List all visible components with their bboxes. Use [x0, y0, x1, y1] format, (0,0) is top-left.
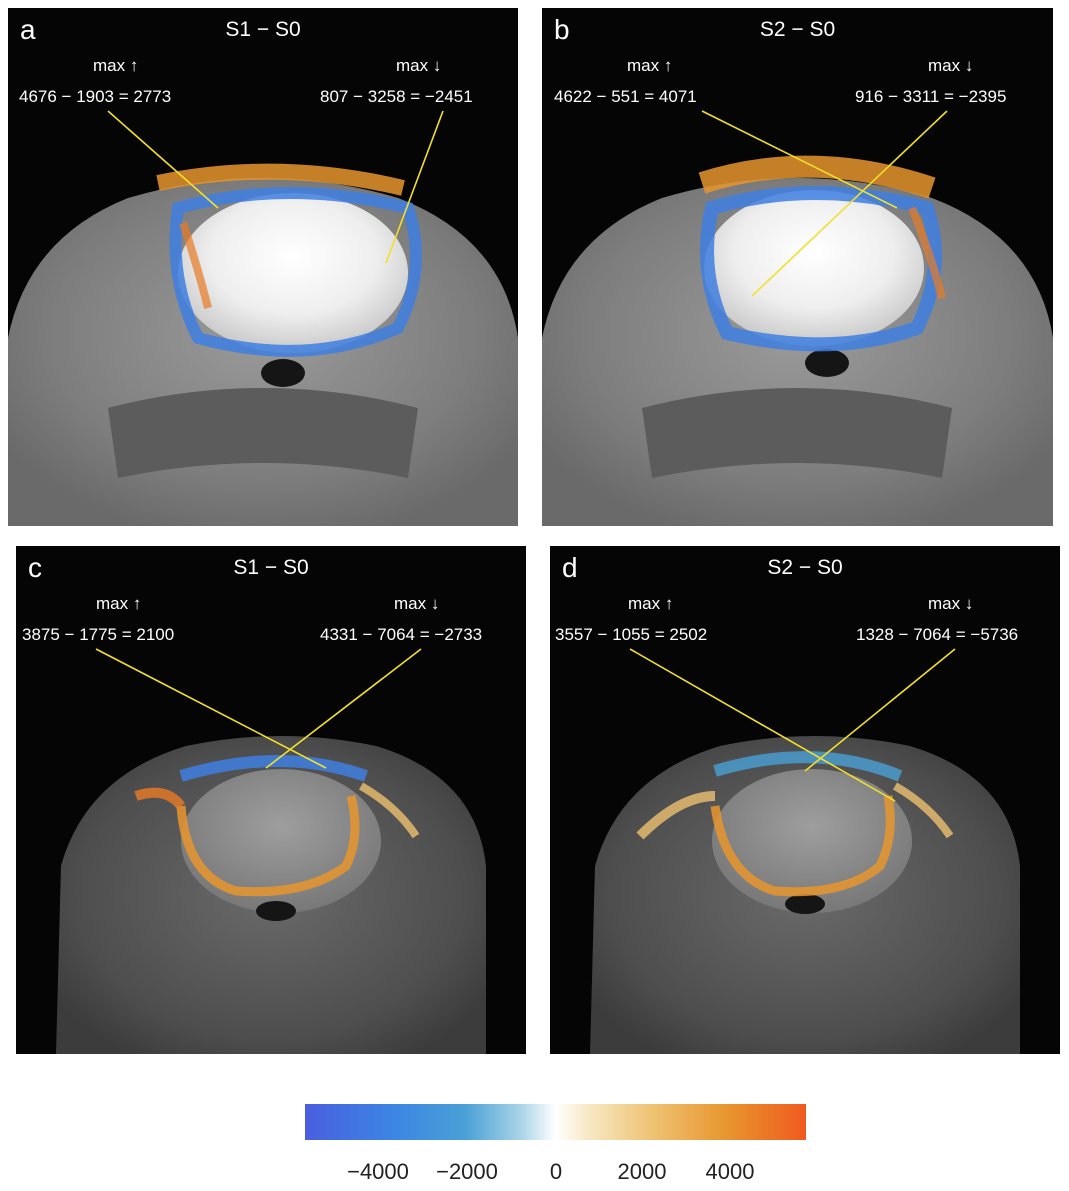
annotation-line-up-c [95, 648, 327, 769]
panel-title-a: S1 − S0 [225, 18, 301, 41]
max-down-label-b: max ↓ [928, 56, 974, 75]
max-down-equation-b: 916 − 3311 = −2395 [855, 87, 1007, 106]
panel-title-d: S2 − S0 [767, 556, 843, 579]
colorbar-tick-0: 0 [549, 1159, 563, 1184]
annotation-line-down-a [385, 110, 444, 264]
panel-title-c: S1 − S0 [233, 556, 309, 579]
max-down-label-a: max ↓ [396, 56, 442, 75]
annotation-line-up-d [629, 648, 896, 802]
mri-image-b [542, 110, 1053, 526]
colorbar-tick-neg2000: −2000 [436, 1159, 498, 1184]
max-up-equation-b: 4622 − 551 = 4071 [554, 87, 697, 106]
max-down-label-d: max ↓ [928, 594, 974, 613]
panel-d: d S2 − S0 max ↑ max ↓ 3557 − 1055 = 2502… [550, 546, 1060, 1054]
mri-image-d [590, 648, 1020, 1054]
max-up-label-c: max ↑ [96, 594, 142, 613]
max-up-label-a: max ↑ [93, 56, 139, 75]
max-up-equation-d: 3557 − 1055 = 2502 [555, 625, 708, 644]
annotation-line-up-b [701, 110, 898, 209]
annotation-line-down-c [265, 648, 422, 769]
annotation-line-up-a [107, 110, 219, 209]
colorbar [305, 1104, 806, 1140]
panel-label-a: a [20, 14, 36, 45]
max-up-label-b: max ↑ [627, 56, 673, 75]
colorbar-tick-2000: 2000 [617, 1159, 667, 1184]
panel-title-b: S2 − S0 [759, 18, 836, 41]
panel-b: b S2 − S0 max ↑ max ↓ 4622 − 551 = 4071 … [542, 8, 1053, 526]
colorbar-tick-4000: 4000 [705, 1159, 755, 1184]
panel-c: c S1 − S0 max ↑ max ↓ 3875 − 1775 = 2100… [16, 546, 526, 1054]
max-up-label-d: max ↑ [628, 594, 674, 613]
mri-image-c [56, 648, 486, 1054]
mri-image-a [8, 110, 518, 526]
annotation-line-down-d [804, 648, 956, 772]
annotation-line-down-b [751, 110, 948, 297]
panel-a: a S1 − S0 max ↑ max ↓ 4676 − 1903 = 2773… [8, 8, 518, 526]
max-down-equation-a: 807 − 3258 = −2451 [320, 87, 473, 106]
max-down-equation-d: 1328 − 7064 = −5736 [856, 625, 1019, 644]
max-down-label-c: max ↓ [394, 594, 440, 613]
max-down-equation-c: 4331 − 7064 = −2733 [320, 625, 483, 644]
panel-label-b: b [554, 14, 570, 45]
max-up-equation-a: 4676 − 1903 = 2773 [19, 87, 172, 106]
panel-label-d: d [562, 552, 578, 583]
colorbar-tick-neg4000: −4000 [347, 1159, 409, 1184]
max-up-equation-c: 3875 − 1775 = 2100 [22, 625, 175, 644]
panel-label-c: c [28, 552, 42, 583]
